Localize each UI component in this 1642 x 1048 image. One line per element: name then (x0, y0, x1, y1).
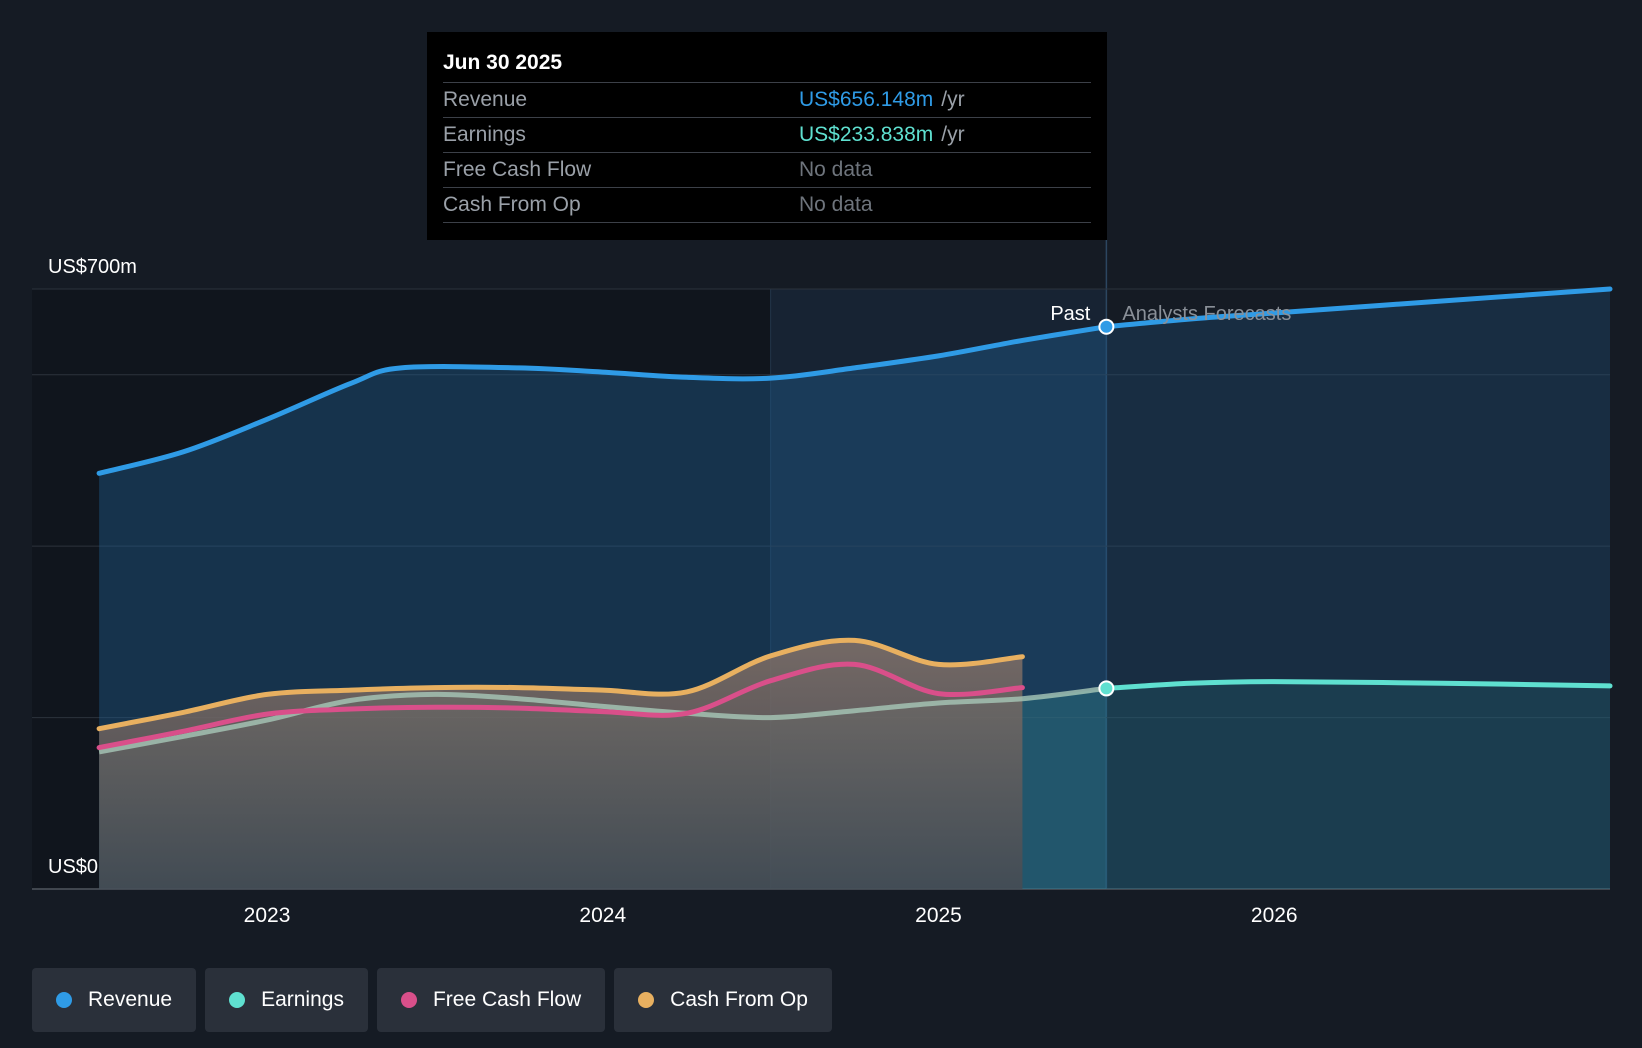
cash-from-op-line (96, 637, 1025, 732)
tooltip-label: Revenue (443, 88, 528, 111)
legend-item-revenue[interactable]: Revenue (32, 968, 197, 1032)
y-tick-label: US$0 (48, 856, 98, 878)
x-tick-label: 2026 (1251, 904, 1298, 927)
tooltip-row-revenue: Revenue US$656.148m /yr (443, 82, 1091, 117)
legend-item-earnings[interactable]: Earnings (205, 968, 368, 1032)
revenue-forecast-area (1106, 289, 1610, 889)
legend-label: Free Cash Flow (432, 988, 582, 1011)
earnings-marker (1098, 680, 1115, 697)
legend-label: Revenue (88, 988, 173, 1011)
x-tick-label: 2025 (915, 904, 962, 927)
tooltip-value: No data (799, 158, 873, 181)
free-cash-flow-line (96, 661, 1025, 751)
earnings-forecast-area (1106, 681, 1610, 889)
x-tick-label: 2023 (244, 904, 291, 927)
cash-from-op-dot-icon (638, 992, 655, 1008)
tooltip-value: US$656.148m (799, 88, 934, 111)
earnings-line (98, 685, 1107, 755)
tooltip-unit: /yr (941, 123, 965, 146)
x-tick-label: 2024 (579, 904, 626, 927)
tooltip: Jun 30 2025 Revenue US$656.148m /yr Earn… (427, 32, 1107, 240)
legend-item-free-cash-flow[interactable]: Free Cash Flow (376, 968, 606, 1032)
tooltip-row-free-cash-flow: Free Cash Flow No data (443, 152, 1091, 187)
y-tick-label: US$700m (48, 256, 137, 278)
tooltip-row-earnings: Earnings US$233.838m /yr (443, 117, 1091, 152)
legend: Revenue Earnings Free Cash Flow Cash Fro… (32, 968, 832, 1032)
tooltip-row-cash-from-op: Cash From Op No data (443, 187, 1091, 223)
tooltip-value: No data (799, 193, 873, 216)
tooltip-date: Jun 30 2025 (443, 51, 563, 74)
tooltip-label: Free Cash Flow (443, 158, 592, 181)
forecast-label: Analysts Forecasts (1122, 303, 1291, 325)
legend-label: Earnings (261, 988, 344, 1011)
tooltip-label: Earnings (443, 123, 526, 146)
earnings-forecast-line (1103, 679, 1613, 691)
earnings-dot-icon (229, 992, 246, 1008)
tooltip-label: Cash From Op (443, 193, 581, 216)
revenue-marker (1098, 318, 1115, 335)
free-cash-flow-dot-icon (400, 992, 417, 1008)
revenue-dot-icon (56, 992, 72, 1008)
tooltip-unit: /yr (941, 88, 965, 111)
tooltip-value: US$233.838m (799, 123, 934, 146)
past-label: Past (1050, 303, 1090, 325)
revenue-line (96, 324, 1109, 476)
legend-label: Cash From Op (670, 988, 808, 1011)
revenue-forecast-line (1103, 286, 1613, 330)
legend-item-cash-from-op[interactable]: Cash From Op (614, 968, 832, 1032)
